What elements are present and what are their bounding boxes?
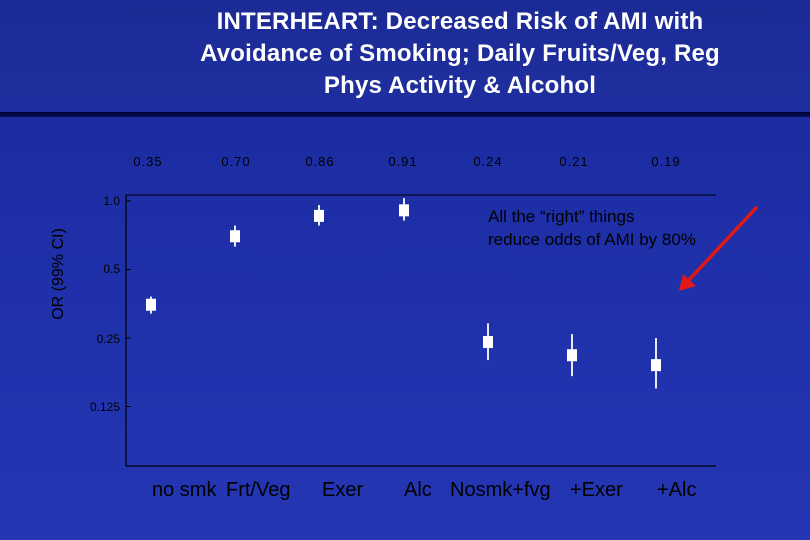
red-arrow-shaft <box>685 206 758 284</box>
odds-ratio-point <box>483 336 493 349</box>
x-category-label: +Alc <box>657 479 697 501</box>
x-category-label: Alc <box>404 479 432 501</box>
plot-marks <box>146 198 661 389</box>
title-line: Avoidance of Smoking; Daily Fruits/Veg, … <box>200 40 720 67</box>
plot-axes <box>125 194 716 467</box>
red-arrow-head-icon <box>679 274 696 291</box>
odds-ratio-point <box>651 359 661 372</box>
title-line: Phys Activity & Alcohol <box>323 72 597 99</box>
x-category-label: +Exer <box>570 479 623 501</box>
odds-ratio-label: 0.21 <box>559 154 589 169</box>
annotation-line: All the “right” things <box>488 207 635 226</box>
title-line: INTERHEART: Decreased Risk of AMI with <box>216 8 704 35</box>
x-category-label: Nosmk+fvg <box>450 479 551 501</box>
annotation-line: reduce odds of AMI by 80% <box>488 230 696 249</box>
y-tick-label: 0.125 <box>89 400 120 414</box>
odds-ratio-point <box>146 298 156 311</box>
x-category-label: no smk <box>152 479 217 501</box>
header-divider <box>0 112 810 117</box>
y-tick-label: 0.5 <box>103 262 120 276</box>
odds-ratio-label: 0.24 <box>473 154 503 169</box>
annotation-arrow-layer <box>679 206 758 291</box>
odds-ratio-point <box>314 209 324 222</box>
odds-ratio-label: 0.86 <box>305 154 335 169</box>
x-category-label: Frt/Veg <box>226 479 291 501</box>
odds-ratio-label: 0.70 <box>221 154 251 169</box>
header-band <box>0 0 810 112</box>
odds-ratio-label: 0.19 <box>651 154 681 169</box>
odds-ratio-label: 0.91 <box>388 154 418 169</box>
y-tick-label: 1.0 <box>103 194 120 208</box>
slide-title: INTERHEART: Decreased Risk of AMI with A… <box>150 6 770 102</box>
annotation-text: All the “right” things reduce odds of AM… <box>488 205 696 251</box>
odds-ratio-point <box>399 204 409 217</box>
x-category-label: Exer <box>322 479 364 501</box>
odds-ratio-point <box>230 230 240 243</box>
odds-ratio-label: 0.35 <box>133 154 163 169</box>
odds-ratio-point <box>567 349 577 362</box>
y-tick-label: 0.25 <box>96 332 120 346</box>
